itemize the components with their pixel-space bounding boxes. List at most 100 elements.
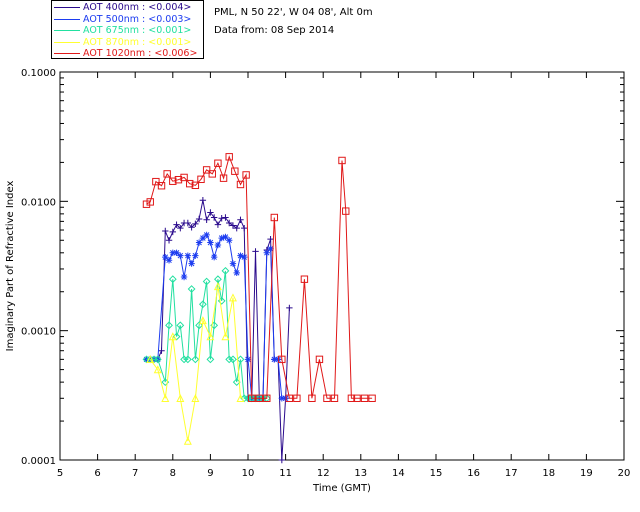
data-point	[237, 252, 244, 259]
x-tick-label: 11	[279, 468, 292, 479]
legend-label: AOT 870nm : <0.001>	[83, 36, 192, 48]
data-point	[271, 356, 278, 363]
legend-swatch	[54, 7, 80, 8]
legend-swatch	[54, 18, 80, 20]
data-point	[263, 394, 271, 402]
data-point	[241, 253, 248, 261]
data-point	[206, 355, 215, 364]
legend-item: AOT 400nm : <0.004>	[54, 2, 191, 13]
data-point	[174, 175, 183, 184]
x-tick-label: 14	[392, 468, 405, 479]
data-point	[241, 224, 248, 232]
data-point	[177, 252, 184, 259]
data-point	[323, 394, 331, 402]
site-info: PML, N 50 22', W 04 08', Alt 0m	[214, 7, 373, 18]
x-tick-label: 19	[580, 468, 593, 479]
data-point	[188, 224, 195, 231]
data-point	[203, 216, 210, 223]
legend-item: AOT 500nm : <0.003>	[54, 14, 191, 25]
data-point	[176, 321, 185, 330]
data-point	[176, 393, 185, 402]
y-tick-label: 0.0001	[21, 456, 56, 467]
data-point	[203, 231, 210, 239]
data-point	[236, 393, 245, 402]
data-point	[274, 356, 282, 363]
data-point	[218, 234, 225, 242]
data-point	[172, 332, 181, 341]
x-tick-label: 12	[317, 468, 330, 479]
data-point	[161, 393, 170, 402]
data-point	[278, 395, 286, 402]
data-point	[162, 227, 169, 235]
data-point	[267, 245, 274, 252]
data-point	[263, 249, 270, 256]
data-point	[252, 248, 259, 255]
data-point	[233, 269, 240, 277]
data-point	[169, 228, 176, 236]
data-point	[214, 241, 222, 249]
data-point	[236, 180, 245, 189]
legend-item: AOT 1020nm : <0.006>	[54, 48, 197, 59]
data-point	[173, 249, 180, 256]
data-point	[191, 181, 200, 190]
data-point	[180, 173, 188, 182]
x-tick-label: 15	[430, 468, 443, 479]
data-point	[168, 332, 177, 341]
x-tick-label: 10	[242, 468, 255, 479]
x-tick-label: 16	[467, 468, 480, 479]
date-info: Data from: 08 Sep 2014	[214, 25, 335, 36]
data-point	[195, 239, 203, 246]
data-point	[157, 182, 166, 190]
data-point	[214, 221, 222, 228]
data-point	[315, 355, 324, 364]
data-point	[233, 224, 240, 232]
legend-item: AOT 870nm : <0.001>	[54, 37, 191, 48]
x-tick-label: 9	[207, 468, 213, 479]
legend-swatch	[54, 53, 80, 54]
data-point	[208, 170, 216, 178]
y-axis-title: Imaginary Part of Refractive Index	[5, 181, 16, 352]
data-point	[285, 394, 294, 402]
data-point	[229, 355, 237, 364]
data-point	[165, 321, 173, 330]
data-point	[236, 355, 245, 364]
data-point	[229, 222, 237, 229]
series-line	[149, 286, 241, 442]
data-point	[278, 456, 286, 464]
data-point	[183, 436, 192, 445]
data-point	[219, 174, 228, 182]
data-point	[202, 277, 211, 286]
data-point	[338, 156, 346, 165]
data-point	[330, 394, 339, 402]
data-point	[207, 239, 214, 246]
data-point	[168, 275, 177, 284]
data-point	[222, 233, 229, 241]
data-point	[180, 273, 188, 281]
data-point	[210, 253, 218, 261]
data-point	[226, 219, 233, 227]
data-point	[153, 355, 162, 364]
data-point	[177, 224, 184, 232]
data-point	[183, 355, 192, 364]
data-point	[222, 214, 229, 221]
data-point	[191, 355, 200, 364]
data-point	[169, 177, 177, 185]
data-point	[146, 198, 154, 206]
data-point	[255, 394, 263, 402]
data-point	[267, 235, 274, 243]
data-point	[198, 300, 207, 309]
data-point	[225, 153, 233, 161]
legend-label: AOT 1020nm : <0.006>	[83, 48, 198, 59]
data-point	[368, 394, 376, 402]
data-point	[207, 209, 214, 216]
plot-frame	[59, 71, 625, 461]
data-point	[202, 166, 211, 174]
y-tick-label: 0.0100	[21, 197, 56, 208]
data-point	[231, 167, 239, 175]
data-point	[169, 249, 176, 256]
data-point	[195, 215, 203, 223]
x-axis-title: Time (GMT)	[312, 483, 371, 494]
data-point	[228, 293, 237, 302]
data-point	[218, 215, 225, 222]
